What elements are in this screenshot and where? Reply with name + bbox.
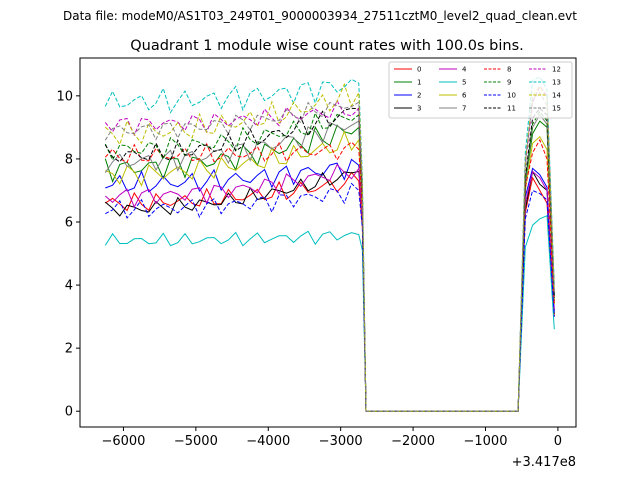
legend-label-13: 13 [552, 79, 561, 87]
legend-label-4: 4 [462, 66, 467, 74]
chart-suptitle: Data file: modeM0/AS1T03_249T01_90000039… [63, 9, 577, 23]
y-tick-label: 6 [65, 216, 73, 231]
legend-label-15: 15 [552, 105, 561, 113]
legend-label-11: 11 [507, 105, 516, 113]
axis-layer: −6000 −5000 −4000 −3000 −2000 −1000 0 0 2 4 6 8 10 [56, 89, 562, 449]
x-tick-label: −2000 [391, 434, 435, 449]
series-line-14 [104, 82, 555, 412]
legend-label-14: 14 [552, 92, 561, 100]
x-tick-label: −4000 [246, 434, 290, 449]
x-tick-label: −5000 [174, 434, 218, 449]
chart-title: Quadrant 1 module wise count rates with … [130, 38, 524, 54]
legend-label-6: 6 [462, 92, 467, 100]
legend-label-3: 3 [417, 105, 421, 113]
legend-label-9: 9 [507, 79, 511, 87]
legend-box [388, 61, 573, 119]
series-line-8 [104, 138, 555, 412]
y-tick-label: 0 [65, 405, 73, 420]
legend-label-0: 0 [417, 66, 421, 74]
plot-frame [79, 57, 577, 428]
series-layer [104, 76, 555, 412]
legend-label-10: 10 [507, 92, 516, 100]
legend-label-5: 5 [462, 79, 466, 87]
x-tick-label: −3000 [319, 434, 363, 449]
y-tick-label: 8 [65, 152, 73, 167]
legend-label-8: 8 [507, 66, 511, 74]
legend-label-12: 12 [552, 66, 561, 74]
x-tick-label: 0 [554, 434, 562, 449]
x-tick-label: −6000 [101, 434, 145, 449]
y-tick-label: 4 [65, 279, 73, 294]
series-line-15 [104, 91, 555, 412]
legend-label-2: 2 [417, 92, 421, 100]
legend-label-7: 7 [462, 105, 466, 113]
legend-label-1: 1 [417, 79, 421, 87]
y-tick-label: 2 [65, 342, 73, 357]
x-offset-label: +3.417e8 [512, 455, 576, 470]
y-tick-label: 10 [56, 89, 73, 104]
x-tick-label: −1000 [463, 434, 507, 449]
